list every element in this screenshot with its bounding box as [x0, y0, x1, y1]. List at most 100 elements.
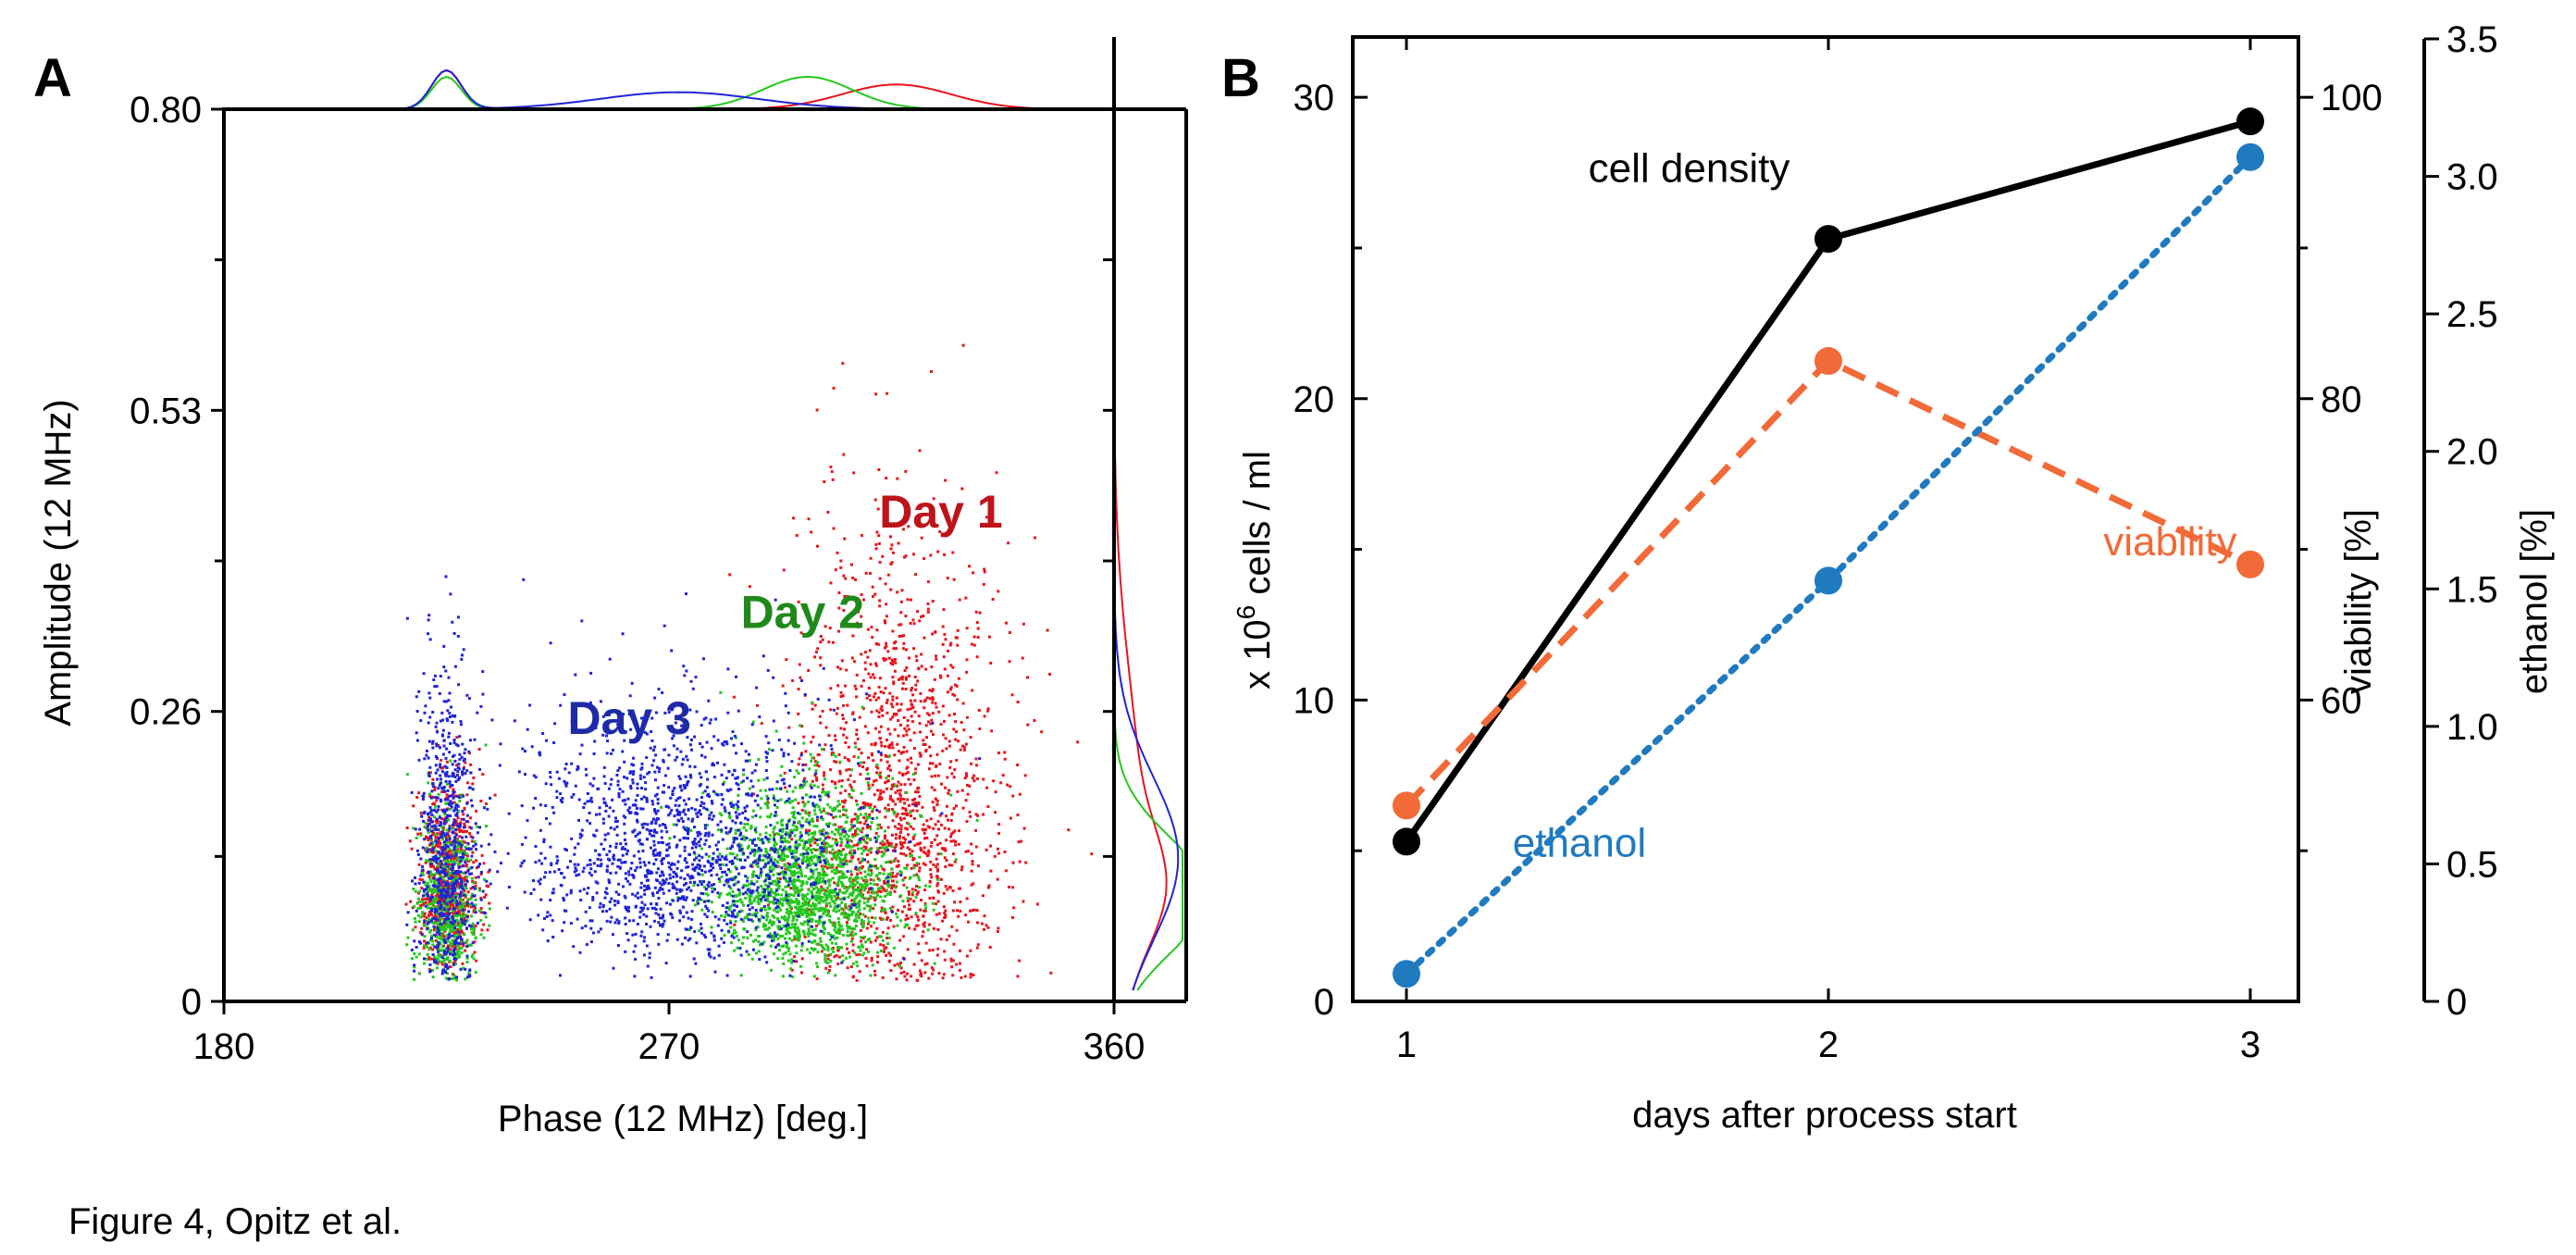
scatter-point	[807, 801, 811, 803]
scatter-point	[786, 959, 790, 963]
scatter-point	[957, 677, 960, 680]
scatter-point	[824, 841, 827, 845]
scatter-point	[819, 889, 823, 893]
scatter-point	[1003, 757, 1007, 761]
scatter-point	[942, 655, 946, 659]
scatter-point	[680, 942, 684, 946]
scatter-point	[898, 816, 902, 820]
scatter-point	[938, 841, 942, 845]
scatter-point	[775, 780, 779, 784]
scatter-point	[916, 787, 920, 790]
scatter-point	[824, 902, 828, 905]
scatter-point	[914, 767, 918, 771]
scatter-point	[452, 853, 456, 857]
scatter-point	[931, 733, 935, 737]
scatter-point	[759, 893, 762, 897]
scatter-point	[929, 873, 933, 876]
scatter-point	[810, 740, 813, 744]
scatter-point	[615, 833, 619, 837]
scatter-point	[411, 928, 415, 932]
scatter-point	[805, 849, 809, 852]
scatter-point	[783, 937, 786, 940]
scatter-point	[792, 916, 796, 920]
scatter-point	[895, 977, 898, 981]
scatter-point	[703, 755, 707, 759]
scatter-point	[891, 551, 895, 554]
scatter-point	[606, 864, 609, 868]
scatter-point	[787, 797, 791, 801]
scatter-point	[842, 876, 846, 879]
scatter-point	[480, 853, 484, 857]
scatter-point	[840, 928, 844, 932]
scatter-point	[811, 881, 815, 885]
scatter-point	[949, 957, 953, 961]
scatter-point	[743, 823, 747, 826]
scatter-point	[805, 812, 809, 815]
scatter-point	[742, 826, 746, 829]
scatter-point	[654, 753, 658, 757]
scatter-point	[440, 838, 444, 841]
scatter-point	[586, 792, 589, 795]
scatter-point	[576, 768, 579, 772]
scatter-point	[424, 893, 427, 897]
scatter-point	[706, 893, 710, 897]
scatter-point	[889, 842, 893, 846]
scatter-point	[819, 635, 823, 638]
scatter-point	[707, 834, 711, 838]
scatter-point	[603, 782, 607, 785]
scatter-point	[784, 918, 786, 922]
scatter-point	[934, 774, 937, 777]
scatter-point	[876, 789, 879, 792]
scatter-point	[746, 937, 749, 939]
scatter-point	[755, 895, 759, 899]
scatter-point	[890, 658, 894, 662]
scatter-point	[442, 959, 446, 963]
scatter-point	[935, 875, 939, 878]
scatter-point	[757, 902, 761, 905]
scatter-point	[468, 832, 472, 836]
scatter-point	[1010, 693, 1014, 697]
scatter-point	[809, 752, 812, 756]
scatter-point	[793, 855, 797, 859]
scatter-point	[440, 854, 444, 857]
scatter-point	[836, 946, 839, 949]
scatter-point	[423, 922, 426, 926]
scatter-point	[865, 964, 869, 968]
scatter-point	[827, 734, 831, 738]
scatter-point	[888, 893, 892, 897]
scatter-point	[778, 857, 782, 861]
scatter-point	[922, 743, 925, 746]
scatter-point	[671, 916, 675, 920]
scatter-point	[852, 843, 856, 847]
scatter-point	[850, 563, 853, 566]
scatter-point	[887, 841, 891, 845]
scatter-point	[807, 920, 811, 923]
scatter-point	[714, 859, 718, 863]
scatter-point	[906, 864, 909, 867]
scatter-point	[786, 752, 790, 756]
scatter-point	[718, 893, 722, 897]
scatter-point	[757, 837, 760, 840]
scatter-point	[946, 577, 949, 580]
scatter-point	[410, 957, 414, 961]
scatter-point	[808, 841, 811, 845]
scatter-point	[811, 933, 815, 937]
scatter-point	[843, 756, 847, 760]
scatter-point	[793, 911, 797, 914]
scatter-point	[646, 907, 650, 911]
scatter-point	[878, 771, 882, 775]
scatter-point	[480, 928, 484, 932]
scatter-point	[838, 769, 842, 773]
scatter-point	[700, 908, 704, 912]
scatter-point	[611, 933, 614, 937]
scatter-point	[427, 948, 431, 951]
scatter-point	[771, 936, 774, 939]
scatter-point	[852, 900, 856, 903]
scatter-point	[457, 924, 461, 927]
scatter-point	[747, 844, 750, 848]
scatter-point	[874, 392, 878, 396]
scatter-point	[811, 836, 814, 839]
scatter-point	[588, 799, 592, 802]
scatter-point	[923, 743, 927, 746]
scatter-point	[855, 733, 859, 736]
